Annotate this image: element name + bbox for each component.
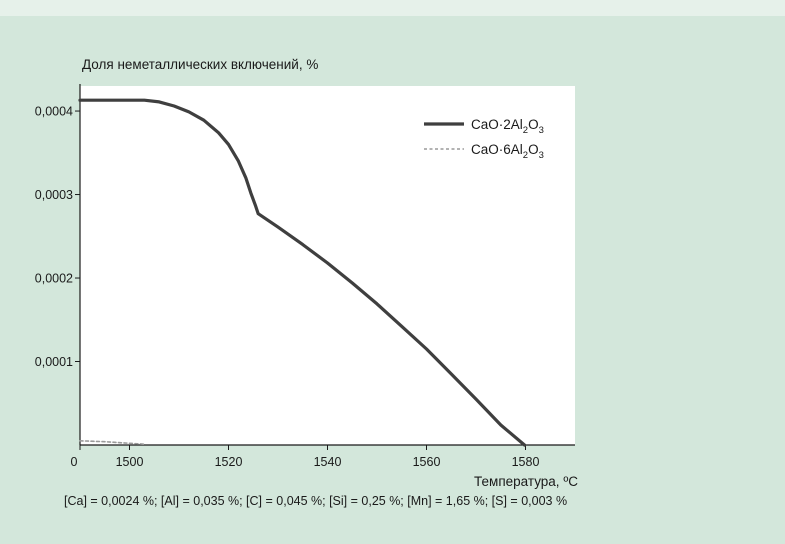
x-tick-label: 1500 [116, 455, 144, 469]
x-tick-label: 1520 [215, 455, 243, 469]
top-band [0, 0, 785, 16]
series-lines [78, 98, 527, 447]
x-tick-label: 1580 [512, 455, 540, 469]
series-line-2 [79, 439, 146, 446]
y-tick-label: 0,0003 [35, 188, 73, 202]
x-axis-title: Температура, ºС [474, 474, 578, 489]
y-tick-label: 0,0001 [35, 355, 73, 369]
y-tick-label: 0,0002 [35, 272, 73, 286]
legend-label-2: CaO·6Al2O3 [471, 142, 544, 161]
x-axis-ticks: 0 1500 1520 1540 1560 1580 [71, 445, 540, 469]
x-tick-label: 1540 [314, 455, 342, 469]
y-axis-title: Доля неметаллических включений, % [82, 57, 318, 72]
x-tick-label: 0 [71, 455, 78, 469]
y-axis-ticks: 0,0001 0,0002 0,0003 0,0004 [35, 105, 80, 369]
y-tick-label: 0,0004 [35, 105, 73, 119]
legend: CaO·2Al2O3 CaO·6Al2O3 [424, 117, 544, 161]
series-line-1 [78, 98, 527, 447]
x-tick-label: 1560 [413, 455, 441, 469]
footnote: [Ca] = 0,0024 %; [Al] = 0,035 %; [C] = 0… [64, 494, 568, 508]
plot-area [80, 86, 575, 445]
legend-label-1: CaO·2Al2O3 [471, 117, 544, 136]
